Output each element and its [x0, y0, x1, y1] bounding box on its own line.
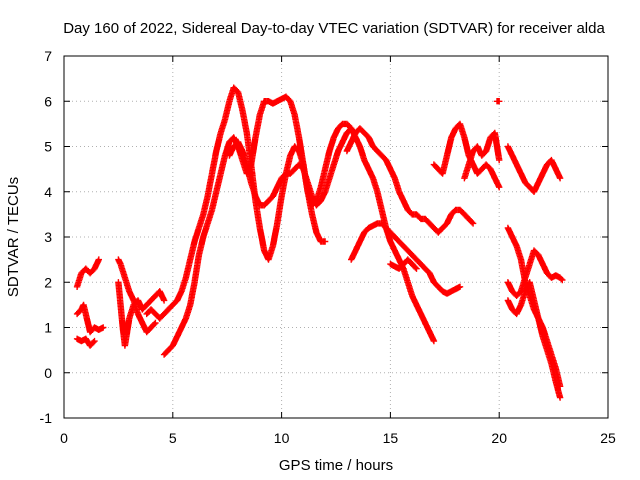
series-markers: [73, 301, 107, 336]
y-tick-label: 2: [44, 274, 52, 290]
y-tick-label: 5: [44, 139, 52, 155]
x-tick-label: 0: [60, 430, 68, 446]
series-arc-7: [143, 84, 329, 322]
series-markers: [461, 129, 503, 182]
tick-layer: 0 5 10 15 20 25 -1 0 1 2 3 4 5 6 7: [40, 48, 616, 446]
series-markers: [73, 256, 102, 290]
series-markers: [387, 256, 420, 272]
series-arc-9: [343, 125, 477, 236]
x-tick-label: 25: [600, 430, 616, 446]
y-tick-label: 4: [44, 184, 52, 200]
series-markers: [73, 335, 98, 349]
y-axis-label: SDTVAR / TECUs: [5, 177, 22, 297]
series-arc-13: [461, 129, 503, 182]
series-arc-8: [226, 125, 355, 209]
y-tick-label: 6: [44, 93, 52, 109]
series-markers: [348, 220, 464, 297]
series-markers: [226, 125, 355, 209]
series-arc-11: [387, 256, 420, 272]
series-arc-10: [348, 220, 464, 297]
series-arc-3: [73, 335, 98, 349]
series-arc-5: [115, 279, 168, 349]
series-arc-14: [493, 98, 503, 105]
y-tick-label: 3: [44, 229, 52, 245]
data-layer: [73, 84, 566, 401]
series-arc-12: [430, 120, 503, 191]
x-tick-label: 10: [274, 430, 290, 446]
series-arc-2: [73, 301, 107, 336]
y-tick-label: -1: [40, 410, 53, 426]
series-markers: [504, 247, 566, 299]
series-arc-6: [160, 93, 438, 358]
grid-layer: [64, 56, 608, 418]
series-markers: [343, 125, 477, 236]
series-arc-17: [504, 247, 566, 299]
chart-title: Day 160 of 2022, Sidereal Day-to-day VTE…: [63, 20, 605, 37]
series-markers: [143, 84, 329, 322]
y-tick-label: 1: [44, 320, 52, 336]
x-tick-label: 15: [383, 430, 399, 446]
series-arc-1: [73, 256, 102, 290]
y-tick-label: 0: [44, 365, 52, 381]
series-markers: [493, 98, 503, 105]
series-markers: [504, 279, 564, 401]
series-markers: [160, 93, 438, 358]
x-tick-label: 5: [169, 430, 177, 446]
series-arc-18: [504, 279, 564, 401]
series-markers: [504, 143, 564, 195]
series-markers: [430, 120, 503, 191]
series-arc-15: [504, 143, 564, 195]
x-axis-label: GPS time / hours: [279, 457, 393, 474]
x-tick-label: 20: [491, 430, 507, 446]
series-markers: [115, 279, 168, 349]
y-tick-label: 7: [44, 48, 52, 64]
